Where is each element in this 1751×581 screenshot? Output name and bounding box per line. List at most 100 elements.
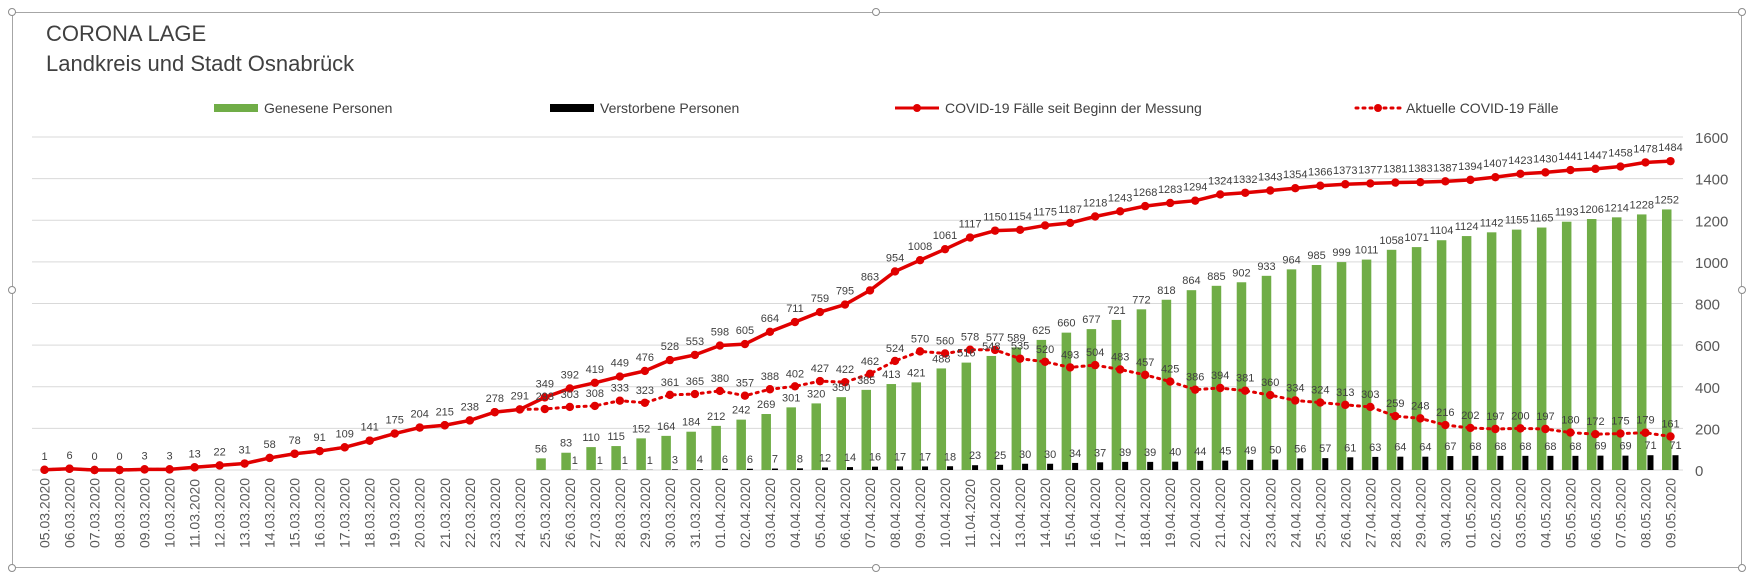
faelle-gesamt-point <box>790 317 800 327</box>
aktuelle-faelle-point <box>1216 383 1225 393</box>
faelle-gesamt-point <box>1416 177 1425 187</box>
aktuelle-faelle-point <box>1516 424 1525 433</box>
data-label-verstorbene: 69 <box>1619 441 1631 453</box>
data-label-verstorbene: 1 <box>572 455 578 467</box>
resize-handle-top-right[interactable] <box>1738 8 1746 16</box>
data-label-genesene: 1165 <box>1530 213 1554 225</box>
legend-label: COVID-19 Fälle seit Beginn der Messung <box>945 100 1202 116</box>
bar-genesene <box>1311 264 1322 470</box>
resize-handle-middle-right[interactable] <box>1738 286 1746 294</box>
aktuelle-faelle-point <box>1416 414 1425 423</box>
data-label-verstorbene: 64 <box>1394 442 1406 454</box>
data-label-gesamt: 1117 <box>959 219 982 231</box>
data-label-genesene: 115 <box>607 431 625 443</box>
resize-handle-bottom-left[interactable] <box>8 564 16 572</box>
data-label-gesamt: 1458 <box>1608 148 1632 160</box>
bar-genesene <box>1636 214 1647 470</box>
bar-genesene <box>536 458 546 470</box>
x-tick-label: 11.04.2020 <box>962 479 978 548</box>
aktuelle-faelle-point <box>1366 402 1375 412</box>
data-label-genesene: 242 <box>732 405 750 417</box>
data-label-verstorbene: 50 <box>1269 445 1281 457</box>
data-label-aktuelle: 334 <box>1286 382 1304 394</box>
resize-handle-bottom-right[interactable] <box>1738 564 1746 572</box>
bar-genesene <box>1286 269 1297 470</box>
faelle-gesamt-line <box>44 159 1671 472</box>
data-label-gesamt: 0 <box>116 451 122 463</box>
faelle-gesamt-point <box>315 446 324 456</box>
legend-marker <box>1374 104 1382 112</box>
data-label-aktuelle: 293 <box>536 391 554 403</box>
data-label-verstorbene: 17 <box>894 451 906 463</box>
x-tick-label: 09.04.2020 <box>912 478 928 548</box>
x-tick-label: 12.03.2020 <box>212 478 228 548</box>
bar-genesene <box>1086 329 1097 470</box>
data-label-verstorbene: 67 <box>1444 441 1456 453</box>
bar-verstorbene <box>1622 455 1629 470</box>
data-label-verstorbene: 18 <box>944 451 956 463</box>
bar-genesene <box>736 419 746 470</box>
bar-genesene <box>811 403 821 470</box>
chart-title: CORONA LAGE <box>46 21 207 46</box>
faelle-gesamt-point <box>1090 212 1100 221</box>
data-label-aktuelle: 570 <box>911 333 929 345</box>
bar-verstorbene <box>1022 463 1029 470</box>
aktuelle-faelle-point <box>1641 428 1650 437</box>
x-tick-label: 23.04.2020 <box>1262 478 1278 548</box>
x-tick-label: 08.03.2020 <box>112 478 128 548</box>
resize-handle-bottom-center[interactable] <box>872 564 880 572</box>
resize-handle-top-left[interactable] <box>8 8 16 16</box>
aktuelle-faelle-point <box>965 345 975 354</box>
bar-verstorbene <box>1672 455 1679 470</box>
data-label-genesene: 421 <box>907 367 925 379</box>
x-tick-label: 28.04.2020 <box>1387 478 1403 548</box>
aktuelle-faelle-point <box>1566 428 1575 437</box>
x-tick-label: 24.03.2020 <box>512 478 528 548</box>
data-label-verstorbene: 49 <box>1244 445 1256 457</box>
x-tick-label: 09.03.2020 <box>137 478 153 548</box>
x-tick-label: 27.04.2020 <box>1362 478 1378 548</box>
data-label-verstorbene: 1 <box>622 455 628 467</box>
faelle-gesamt-point <box>1516 169 1525 179</box>
aktuelle-faelle-point <box>740 391 750 400</box>
resize-handle-middle-left[interactable] <box>8 286 16 294</box>
faelle-gesamt-point <box>1065 218 1075 228</box>
bar-genesene <box>786 407 796 470</box>
aktuelle-faelle-point <box>565 402 575 412</box>
data-label-gesamt: 3 <box>167 450 173 462</box>
bar-verstorbene <box>671 469 678 470</box>
bar-verstorbene <box>872 466 879 470</box>
faelle-gesamt-point <box>665 355 675 365</box>
bar-genesene <box>1236 282 1247 470</box>
legend-swatch <box>214 104 258 112</box>
data-label-genesene: 385 <box>857 375 875 387</box>
aktuelle-faelle-point <box>615 396 625 405</box>
data-label-gesamt: 175 <box>386 415 404 427</box>
x-tick-label: 15.03.2020 <box>287 478 303 548</box>
x-tick-label: 30.03.2020 <box>662 478 678 548</box>
y-tick-label: 0 <box>1695 463 1703 480</box>
faelle-gesamt-point <box>240 459 249 468</box>
bar-verstorbene <box>1497 455 1504 470</box>
aktuelle-faelle-point <box>790 382 800 391</box>
bar-genesene <box>836 397 846 470</box>
bar-verstorbene <box>1272 459 1279 470</box>
x-tick-label: 13.04.2020 <box>1012 478 1028 548</box>
x-tick-label: 12.04.2020 <box>987 478 1003 548</box>
resize-handle-top-center[interactable] <box>872 8 880 16</box>
data-label-verstorbene: 25 <box>994 450 1006 462</box>
bar-genesene <box>1561 221 1572 470</box>
data-label-verstorbene: 34 <box>1069 448 1081 460</box>
faelle-gesamt-point <box>965 233 975 242</box>
bar-verstorbene <box>1372 456 1379 470</box>
data-label-gesamt: 605 <box>736 325 754 337</box>
data-label-gesamt: 1175 <box>1033 206 1057 218</box>
x-tick-label: 26.03.2020 <box>562 478 578 548</box>
data-label-gesamt: 1324 <box>1208 175 1232 187</box>
data-label-aktuelle: 259 <box>1386 398 1404 410</box>
data-label-verstorbene: 64 <box>1419 442 1431 454</box>
data-label-genesene: 1104 <box>1430 225 1454 237</box>
data-label-gesamt: 0 <box>91 451 97 463</box>
data-label-gesamt: 1478 <box>1633 143 1657 155</box>
y-tick-label: 1000 <box>1695 255 1728 272</box>
